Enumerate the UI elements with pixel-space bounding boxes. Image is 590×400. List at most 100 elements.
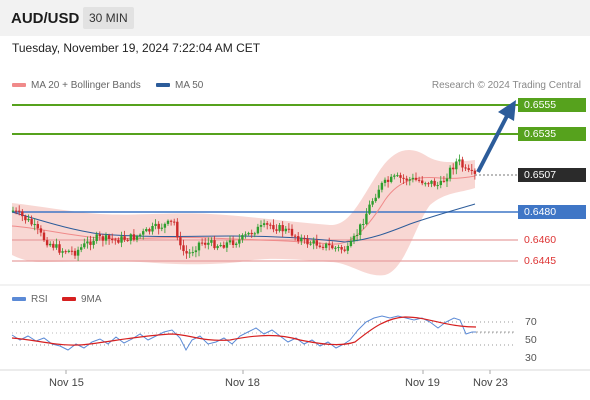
candle-body: [284, 228, 287, 232]
candle-body: [200, 242, 204, 244]
ma50-swatch-icon: [156, 83, 170, 88]
candle-body: [359, 224, 362, 235]
rsi-tick-50: 50: [525, 334, 537, 346]
candle-body: [430, 180, 433, 184]
candle-body: [461, 159, 464, 168]
candle-body: [380, 182, 384, 190]
rsi-tick-30: 30: [525, 352, 537, 364]
candle-body: [439, 180, 442, 186]
candle-body: [173, 221, 176, 223]
candle-body: [123, 236, 126, 240]
candle-body: [188, 252, 191, 254]
candle-body: [244, 234, 247, 236]
candle-body: [464, 167, 467, 169]
candle-body: [11, 210, 15, 212]
candle-body: [377, 189, 380, 198]
candle-body: [24, 216, 27, 221]
candle-body: [132, 234, 136, 240]
candle-body: [458, 159, 461, 162]
candle-body: [83, 243, 86, 248]
xaxis-label-4: Nov 23: [473, 377, 508, 389]
legend-rsi-ma: 9MA: [62, 294, 102, 305]
projection-arrowhead-icon: [498, 100, 516, 121]
candle-body: [349, 240, 353, 246]
candle-body: [355, 234, 359, 236]
legend-ma20: MA 20 + Bollinger Bands: [12, 80, 141, 91]
candle-body: [293, 235, 297, 237]
candle-body: [210, 240, 213, 243]
bollinger-band: [12, 149, 475, 276]
candle-body: [219, 245, 222, 247]
level-label-resistance-1: 0.6535: [518, 127, 586, 141]
candle-body: [145, 229, 148, 232]
candle-body: [402, 177, 405, 179]
candle-body: [411, 177, 415, 180]
legend-ma20-label: MA 20 + Bollinger Bands: [31, 80, 141, 91]
candle-body: [417, 179, 421, 181]
candle-body: [390, 176, 393, 182]
projection-arrow-icon: [476, 113, 510, 173]
candle-body: [315, 240, 318, 246]
candle-body: [340, 247, 343, 250]
candle-body: [160, 227, 163, 229]
candle-body: [36, 224, 39, 229]
candle-body: [64, 251, 67, 253]
candle-body: [235, 243, 238, 245]
instrument-label: AUD/USD: [11, 10, 80, 27]
candle-body: [312, 240, 315, 244]
candle-body: [473, 170, 477, 174]
candle-body: [197, 242, 201, 251]
candle-body: [114, 239, 117, 241]
candle-body: [241, 235, 244, 240]
rsi-tick-70: 70: [525, 316, 537, 328]
candle-body: [80, 247, 83, 250]
level-label-last-price: 0.6507: [518, 168, 586, 182]
candle-body: [365, 213, 368, 225]
level-label-support-1: 0.6460: [524, 234, 557, 246]
xaxis-label-1: Nov 15: [49, 377, 84, 389]
candle-body: [92, 240, 95, 245]
candle-body: [176, 221, 179, 238]
rsi-swatch-icon: [12, 297, 26, 302]
xaxis-label-3: Nov 19: [405, 377, 440, 389]
candle-body: [334, 247, 337, 249]
candle-body: [154, 223, 157, 226]
candle-body: [185, 251, 188, 254]
timeframe-button[interactable]: 30 MIN: [83, 7, 134, 29]
candle-body: [405, 178, 408, 181]
candles-group: [11, 154, 477, 261]
candle-body: [86, 241, 89, 244]
level-label-support-2: 0.6445: [524, 255, 557, 267]
candle-body: [470, 169, 473, 171]
candle-body: [324, 243, 328, 248]
candle-body: [107, 235, 111, 239]
candle-body: [126, 239, 129, 241]
candle-body: [455, 161, 458, 170]
candle-body: [396, 175, 399, 177]
candle-body: [433, 180, 436, 186]
candle-body: [297, 236, 300, 242]
candle-body: [231, 240, 235, 245]
candle-body: [61, 251, 64, 253]
candle-body: [272, 225, 275, 230]
candle-body: [427, 183, 430, 185]
candle-body: [58, 244, 61, 253]
candle-body: [207, 242, 210, 245]
candle-body: [253, 233, 256, 235]
candle-body: [414, 177, 418, 180]
rsi-ma-line: [11, 316, 477, 346]
candle-body: [30, 218, 33, 225]
candle-body: [250, 232, 253, 235]
candle-body: [309, 243, 312, 245]
candle-body: [445, 178, 449, 182]
candle-body: [39, 228, 43, 233]
level-label-pivot: 0.6480: [518, 205, 586, 219]
candle-body: [300, 238, 303, 242]
candle-body: [27, 218, 30, 221]
candle-body: [166, 220, 170, 224]
candle-body: [148, 229, 151, 232]
candle-body: [73, 250, 77, 256]
legend-rsi-label: RSI: [31, 294, 48, 305]
legend-ma50: MA 50: [156, 80, 203, 91]
candle-body: [290, 228, 294, 236]
